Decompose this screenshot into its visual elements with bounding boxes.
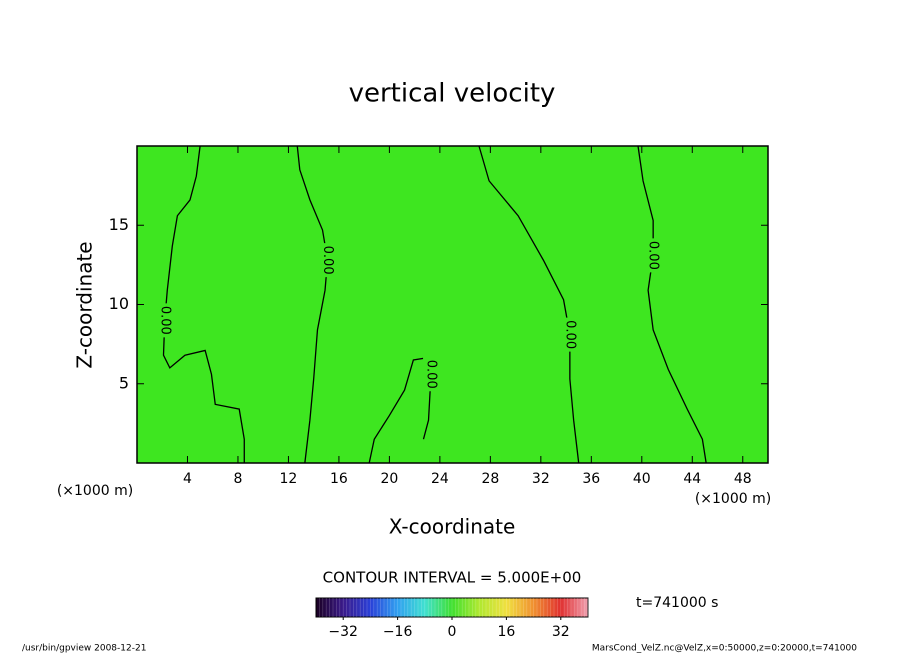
- contour-label-bg: [645, 238, 662, 273]
- contour-label-bg: [156, 303, 173, 338]
- colorbar-tick-label: −32: [328, 624, 358, 640]
- x-tick-label: 20: [380, 471, 398, 487]
- x-tick-label: 16: [330, 471, 348, 487]
- contour-label-bg: [319, 243, 336, 278]
- field: [137, 146, 768, 463]
- x-tick-label: 8: [233, 471, 242, 487]
- footer-left: /usr/bin/gpview 2008-12-21: [22, 644, 146, 654]
- contour-line: [637, 145, 707, 464]
- contour-label: 0.00: [646, 241, 661, 270]
- contour-line: [162, 145, 245, 463]
- x-tick-label: 36: [582, 471, 600, 487]
- colorbar-tick-label: 0: [448, 624, 457, 640]
- contour-label: 0.00: [562, 320, 577, 349]
- contour-label: 0.00: [157, 306, 172, 335]
- chart-title: vertical velocity: [349, 79, 556, 109]
- contour-label: 0.00: [424, 360, 439, 389]
- x-tick-label: 28: [481, 471, 499, 487]
- contour-interval: CONTOUR INTERVAL = 5.000E+00: [323, 569, 582, 587]
- x-unit-label: (×1000 m): [695, 491, 771, 507]
- x-unit-label: (×1000 m): [57, 483, 133, 499]
- x-tick-label: 44: [683, 471, 701, 487]
- colorbar-tick-label: 16: [497, 624, 515, 640]
- x-tick-label: 24: [431, 471, 449, 487]
- x-tick-label: 32: [532, 471, 550, 487]
- time-label: t=741000 s: [636, 595, 718, 611]
- x-tick-label: 4: [183, 471, 192, 487]
- contour-line: [368, 357, 432, 464]
- x-tick-label: 48: [734, 471, 752, 487]
- footer-right: MarsCond_VelZ.nc@VelZ,x=0:50000,z=0:2000…: [592, 644, 857, 654]
- y-axis-label: Z-coordinate: [73, 241, 97, 368]
- x-axis-label: X-coordinate: [389, 515, 516, 539]
- contour-label-bg: [561, 317, 578, 352]
- colorbar-tick-label: 32: [552, 624, 570, 640]
- contour-line: [478, 145, 580, 464]
- x-tick-label: 12: [280, 471, 298, 487]
- contour-label: 0.00: [320, 246, 335, 275]
- y-tick-label: 15: [109, 215, 129, 234]
- y-tick-label: 5: [119, 373, 129, 392]
- colorbar-tick-label: −16: [383, 624, 413, 640]
- x-tick-label: 40: [633, 471, 651, 487]
- contour-label-bg: [423, 357, 440, 392]
- y-tick-label: 10: [109, 294, 129, 313]
